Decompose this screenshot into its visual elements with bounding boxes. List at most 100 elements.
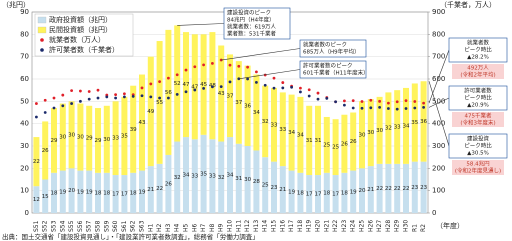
source: 出典：国土交通省「建設投資見通し」・「建設業許可業者数調査」，総務省「労働力調査…: [2, 232, 259, 241]
line-point: [184, 68, 188, 72]
value-label: 30: [103, 137, 110, 143]
line-point: [281, 86, 285, 90]
line-point: [114, 93, 117, 97]
value-label: 34: [288, 130, 295, 136]
summary-detail: 475千業者: [465, 112, 492, 120]
x-tick-label: S54: [59, 220, 66, 232]
bar-segment: [95, 172, 101, 213]
value-label: 19: [350, 189, 357, 195]
summary-box: [448, 133, 508, 159]
line-point: [316, 97, 320, 101]
bar-segment: [394, 90, 401, 164]
bar-segment: [288, 94, 295, 171]
x-axis-label: （年度）: [436, 221, 464, 230]
line-point: [369, 106, 373, 110]
x-tick-label: S59: [103, 220, 110, 232]
line-point: [404, 107, 408, 110]
bar-segment: [359, 101, 365, 169]
bar-segment: [103, 105, 110, 173]
callout-box: [223, 7, 291, 40]
value-label: 30: [376, 128, 383, 134]
line-point: [387, 107, 390, 110]
bar-segment: [367, 166, 374, 213]
value-label: 34: [253, 110, 260, 116]
value-label: 32: [174, 175, 181, 181]
x-tick-label: H8: [209, 223, 216, 232]
value-label: 29: [86, 136, 93, 142]
summary-text: 就業者数: [467, 39, 490, 47]
summary-text: ▲30.5%: [467, 151, 489, 157]
line-point: [211, 61, 214, 65]
x-tick-label: H23: [341, 220, 348, 232]
bar-segment: [403, 163, 409, 213]
x-tick-label: H13: [253, 220, 260, 232]
line-point: [175, 93, 179, 96]
line-point: [79, 89, 82, 93]
bar-segment: [121, 175, 128, 213]
value-label: 47: [183, 82, 190, 88]
x-tick-label: S56: [77, 220, 84, 232]
y-axis-label: （兆円）: [2, 0, 30, 9]
line-point: [79, 99, 82, 103]
value-label: 25: [332, 145, 339, 151]
bar-segment: [306, 105, 313, 176]
line-point: [61, 104, 65, 108]
summary-text: 建設投資: [467, 135, 490, 143]
y2-tick-label: 900: [432, 8, 445, 16]
value-label: 21: [279, 187, 286, 193]
y-tick-label: 60: [20, 75, 29, 83]
bar-segment: [130, 172, 137, 213]
line-point: [246, 77, 250, 81]
value-label: 23: [420, 185, 427, 191]
line-point: [52, 96, 56, 100]
legend-label: 許可業者数（千業者）: [49, 45, 119, 54]
x-tick-label: H12: [244, 220, 251, 232]
bar-segment: [315, 175, 321, 213]
bar-segment: [147, 56, 154, 167]
line-point: [167, 96, 170, 100]
bar-segment: [59, 170, 66, 213]
value-label: 30: [359, 132, 366, 138]
bar-segment: [288, 170, 295, 213]
value-label: 31: [315, 138, 322, 144]
value-label: 26: [341, 141, 348, 147]
value-label: 18: [130, 190, 137, 196]
line-point: [114, 96, 117, 100]
value-label: 31: [306, 138, 313, 144]
summary-detail: (令和2年度見通し): [455, 167, 501, 175]
bar-segment: [411, 83, 418, 162]
x-tick-label: H10: [227, 220, 234, 232]
line-point: [299, 86, 302, 90]
bar-segment: [279, 92, 286, 167]
value-label: 35: [121, 133, 128, 139]
line-point: [299, 90, 302, 94]
value-label: 28: [253, 179, 260, 185]
callout-text: 601千業者（H11年度末）: [303, 69, 369, 77]
summary-text: ピーク時比: [464, 46, 492, 54]
line-point: [307, 94, 311, 98]
bar-segment: [350, 170, 357, 213]
value-label: 26: [350, 139, 357, 145]
value-label: 18: [103, 190, 110, 196]
x-tick-label: H21: [323, 220, 330, 232]
line-point: [422, 101, 425, 105]
value-label: 17: [315, 192, 322, 198]
value-label: 49: [147, 109, 154, 115]
value-label: 22: [403, 186, 410, 192]
bar-segment: [174, 25, 181, 142]
summary-detail-box: [452, 64, 504, 79]
value-label: 30: [77, 135, 84, 141]
value-label: 20: [359, 188, 366, 194]
y-tick-label: 50: [20, 97, 29, 105]
value-label: 26: [165, 181, 172, 187]
bar-segment: [367, 99, 374, 167]
bar-segment: [174, 141, 181, 213]
line-point: [343, 99, 346, 103]
line-point: [272, 86, 276, 90]
x-tick-label: H5: [183, 223, 190, 232]
line-point: [255, 70, 258, 74]
line-point: [360, 100, 364, 103]
x-tick-label: S55: [68, 220, 75, 232]
bar-segment: [209, 139, 216, 213]
line-point: [105, 95, 109, 99]
